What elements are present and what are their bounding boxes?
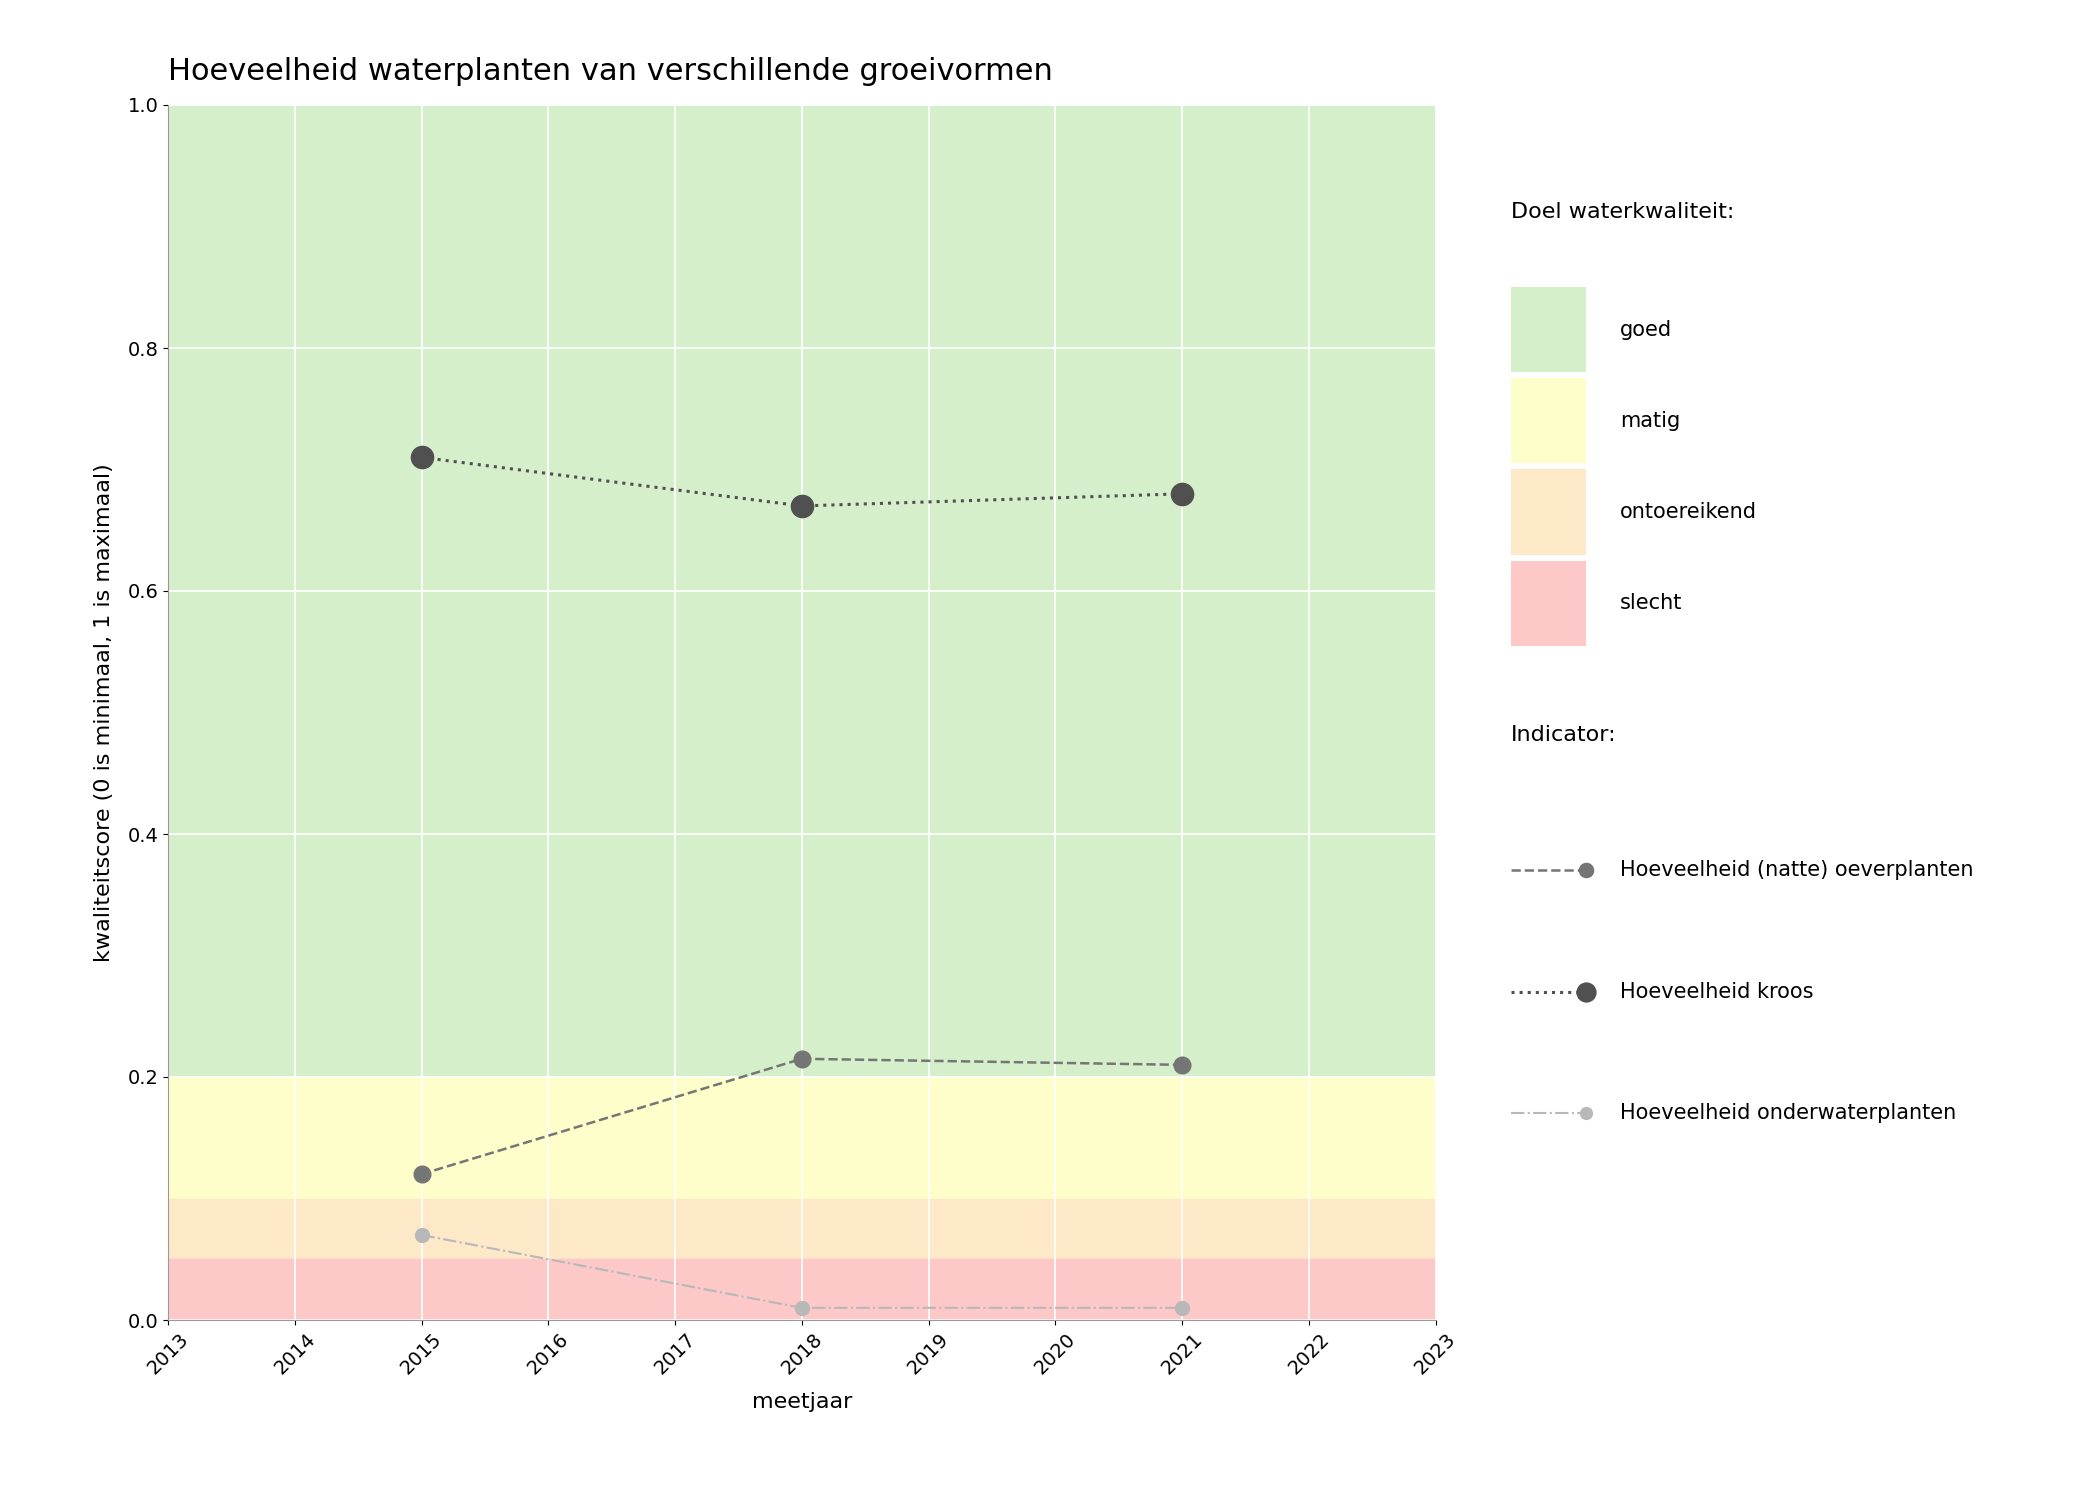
FancyBboxPatch shape — [1510, 561, 1586, 645]
Hoeveelheid onderwaterplanten — [410, 1226, 435, 1244]
Hoeveelheid kroos — [790, 496, 815, 514]
Hoeveelheid kroos — [1170, 484, 1195, 502]
Line: Hoeveelheid kroos: Hoeveelheid kroos — [410, 446, 1193, 518]
Text: Hoeveelheid onderwaterplanten: Hoeveelheid onderwaterplanten — [1619, 1104, 1957, 1124]
Text: ontoereikend: ontoereikend — [1619, 503, 1758, 522]
Text: slecht: slecht — [1619, 592, 1682, 613]
Text: Hoeveelheid (natte) oeverplanten: Hoeveelheid (natte) oeverplanten — [1619, 861, 1974, 880]
Bar — [168, 1260, 1436, 1320]
Hoeveelheid kroos — [410, 448, 435, 466]
FancyBboxPatch shape — [1510, 470, 1586, 555]
Line: Hoeveelheid (natte) oeverplanten: Hoeveelheid (natte) oeverplanten — [414, 1050, 1191, 1182]
Hoeveelheid (natte) oeverplanten — [790, 1050, 815, 1068]
Text: Doel waterkwaliteit:: Doel waterkwaliteit: — [1510, 202, 1735, 222]
FancyBboxPatch shape — [1510, 288, 1586, 372]
X-axis label: meetjaar: meetjaar — [752, 1392, 853, 1411]
FancyBboxPatch shape — [1510, 378, 1586, 464]
Line: Hoeveelheid onderwaterplanten: Hoeveelheid onderwaterplanten — [414, 1228, 1189, 1316]
Bar — [168, 1077, 1436, 1198]
Hoeveelheid (natte) oeverplanten — [410, 1166, 435, 1184]
Text: matig: matig — [1619, 411, 1680, 430]
Hoeveelheid onderwaterplanten — [1170, 1299, 1195, 1317]
Hoeveelheid onderwaterplanten — [790, 1299, 815, 1317]
Bar — [168, 1198, 1436, 1260]
Text: Indicator:: Indicator: — [1510, 724, 1617, 744]
Hoeveelheid (natte) oeverplanten — [1170, 1056, 1195, 1074]
Text: Hoeveelheid waterplanten van verschillende groeivormen: Hoeveelheid waterplanten van verschillen… — [168, 57, 1052, 86]
Bar — [168, 105, 1436, 1077]
Text: Hoeveelheid kroos: Hoeveelheid kroos — [1619, 982, 1814, 1002]
Text: goed: goed — [1619, 320, 1672, 340]
Y-axis label: kwaliteitscore (0 is minimaal, 1 is maximaal): kwaliteitscore (0 is minimaal, 1 is maxi… — [94, 464, 113, 962]
